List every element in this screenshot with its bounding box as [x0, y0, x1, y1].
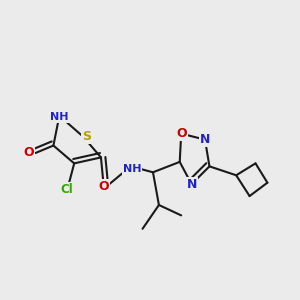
Text: O: O	[176, 127, 187, 140]
Text: N: N	[200, 133, 210, 146]
Text: O: O	[99, 180, 109, 193]
Text: Cl: Cl	[60, 183, 73, 196]
Text: S: S	[82, 130, 91, 143]
Text: NH: NH	[50, 112, 69, 122]
Text: O: O	[23, 146, 34, 160]
Text: N: N	[186, 178, 197, 191]
Text: NH: NH	[123, 164, 141, 174]
